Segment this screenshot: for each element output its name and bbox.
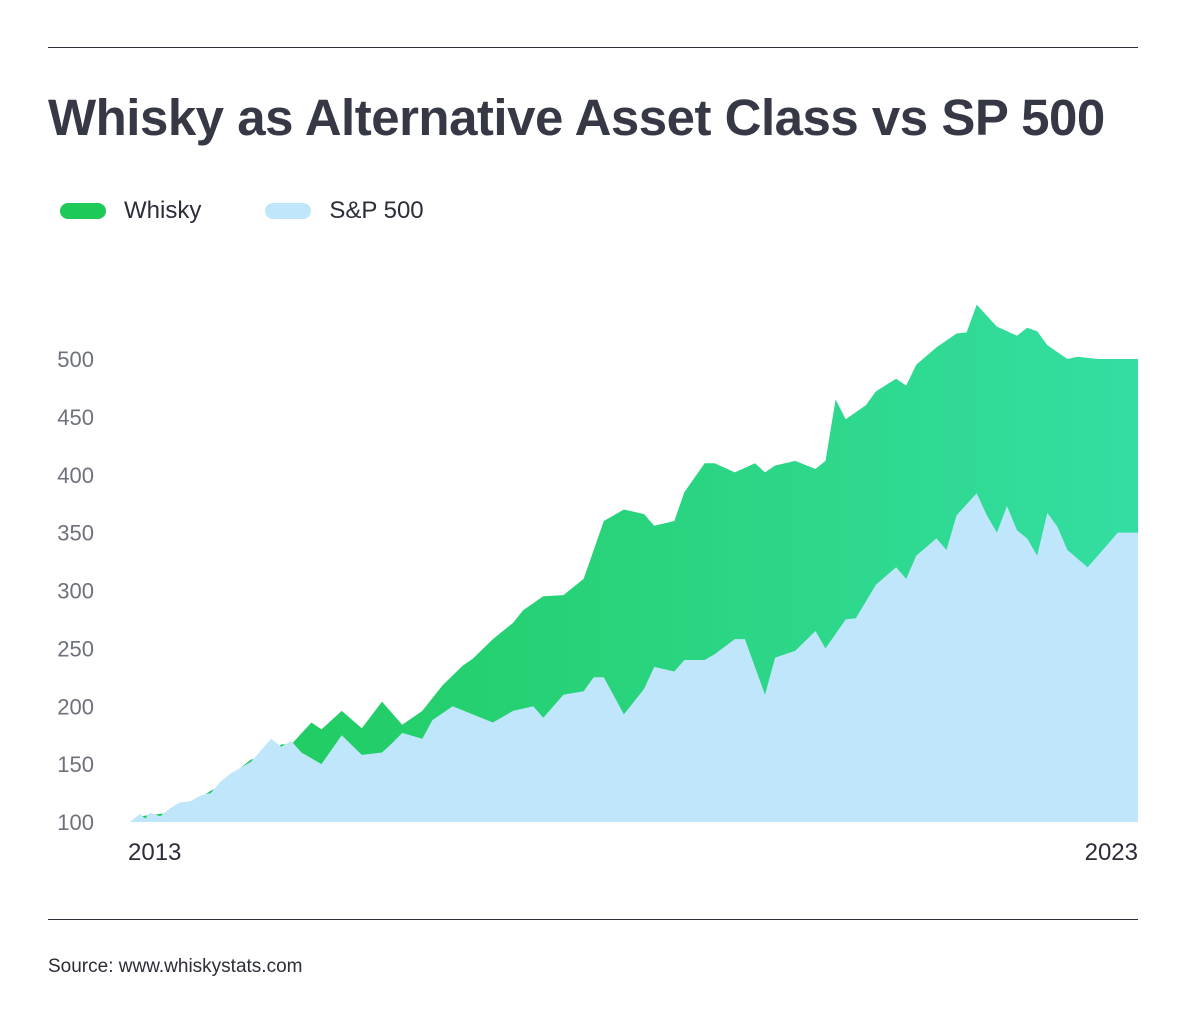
plot-area [130, 304, 1138, 823]
sp500-area [130, 493, 1138, 822]
y-tick-label: 500 [57, 347, 94, 372]
top-rule [48, 47, 1138, 48]
y-tick-label: 300 [57, 579, 94, 604]
whisky-swatch [60, 203, 106, 219]
legend-item-whisky: Whisky [60, 197, 201, 225]
sp500-swatch [265, 203, 312, 219]
y-tick-label: 100 [57, 810, 94, 835]
y-axis: 500 450 400 350 300 250 200 150 100 [57, 347, 94, 835]
x-tick-label: 2023 [1085, 839, 1138, 866]
y-tick-label: 150 [57, 752, 94, 777]
legend-item-sp500: S&P 500 [265, 197, 424, 225]
source-note: Source: www.whiskystats.com [48, 956, 303, 977]
legend-label-sp500: S&P 500 [329, 197, 424, 224]
x-tick-label: 2013 [128, 839, 181, 866]
chart-legend: Whisky S&P 500 [60, 194, 488, 228]
chart-title: Whisky as Alternative Asset Class vs SP … [48, 89, 1105, 146]
y-tick-label: 350 [57, 521, 94, 546]
y-tick-label: 200 [57, 694, 94, 719]
bottom-rule [48, 919, 1138, 920]
y-tick-label: 250 [57, 636, 94, 661]
y-tick-label: 450 [57, 405, 94, 430]
legend-label-whisky: Whisky [124, 197, 202, 224]
y-tick-label: 400 [57, 463, 94, 488]
x-axis: 2013 2023 [128, 839, 1138, 866]
